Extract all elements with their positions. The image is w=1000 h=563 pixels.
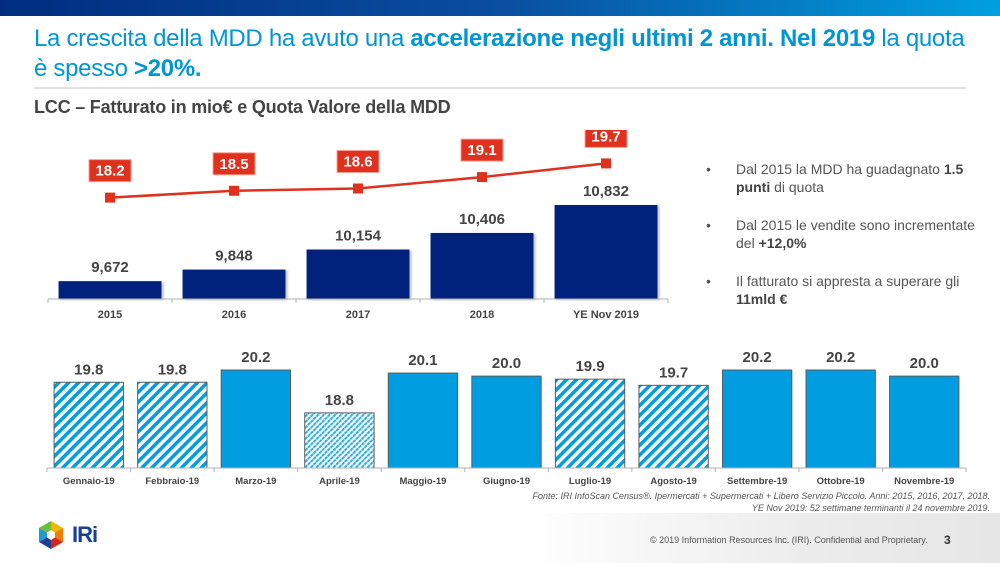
monthly-share-bar <box>304 412 375 469</box>
headline-part: La crescita della MDD ha avuto una <box>34 25 411 52</box>
monthly-share-bar <box>53 381 124 469</box>
monthly-share-bar <box>471 375 542 469</box>
insight-text: Dal 2015 la MDD ha guadagnato <box>736 161 944 177</box>
monthly-share-bar <box>889 375 960 469</box>
category-label: 2018 <box>470 309 494 321</box>
revenue-bar <box>58 281 162 299</box>
headline-part-bold: accelerazione negli ultimi 2 anni. Nel 2… <box>410 25 876 52</box>
monthly-value-label: 20.2 <box>241 349 270 366</box>
share-marker <box>477 172 487 183</box>
share-label-box <box>460 138 504 162</box>
monthly-share-bar <box>721 369 793 469</box>
monthly-share-bar <box>554 378 626 469</box>
share-label-box <box>584 130 628 148</box>
revenue-share-chart: 18.2 18.5 18.6 19.1 19.7 9,672 2015 9,848 2016 1… <box>47 130 669 321</box>
iri-logo-text: IRi <box>72 522 98 547</box>
share-value-label: 19.1 <box>467 142 496 159</box>
revenue-value-label: 10,406 <box>459 211 505 228</box>
monthly-value-label: 18.8 <box>325 392 354 409</box>
insight-item: • Il fatturato si appresta a superare gl… <box>706 272 986 308</box>
headline-part: la quota è spesso <box>34 25 965 82</box>
insight-text: di quota <box>770 179 824 195</box>
category-label: YE Nov 2019 <box>573 309 639 321</box>
page-number: 3 <box>944 533 951 547</box>
monthly-value-label: 20.2 <box>743 349 772 366</box>
monthly-value-label: 19.8 <box>74 361 103 378</box>
insight-highlight: 1.5 punti <box>736 161 964 195</box>
monthly-value-label: 20.0 <box>910 355 939 372</box>
copyright-notice: © 2019 Information Resources Inc. (IRI).… <box>650 535 928 545</box>
monthly-value-label: 20.2 <box>826 349 855 366</box>
insight-text: Il fatturato si appresta a superare gli <box>736 273 960 289</box>
monthly-share-bar <box>638 384 709 469</box>
title-divider <box>34 87 966 89</box>
share-marker <box>601 158 611 169</box>
top-accent-bar <box>0 0 1000 16</box>
category-label: 2016 <box>222 309 246 321</box>
revenue-bar <box>554 205 658 299</box>
source-line: YE Nov 2019: 52 settimane terminanti il … <box>751 503 990 513</box>
revenue-bar <box>306 249 410 299</box>
bullet-icon: • <box>706 161 711 177</box>
revenue-value-label: 10,154 <box>335 228 382 245</box>
share-marker <box>229 185 239 196</box>
insight-highlight: +12,0% <box>758 235 807 251</box>
share-value-label: 19.7 <box>591 130 620 145</box>
monthly-value-label: 19.8 <box>158 361 187 378</box>
monthly-value-label: 19.9 <box>575 358 604 375</box>
month-label: Gennaio-19 <box>63 476 115 487</box>
revenue-value-label: 9,848 <box>215 248 253 265</box>
monthly-value-label: 20.1 <box>408 352 437 369</box>
share-label-box <box>88 159 132 183</box>
month-label: Aprile-19 <box>319 476 360 487</box>
share-value-label: 18.6 <box>343 154 372 171</box>
monthly-share-bar <box>387 372 459 469</box>
insight-text: Dal 2015 le vendite sono incrementate de… <box>736 217 975 251</box>
bullet-icon: • <box>706 217 711 233</box>
month-label: Ottobre-19 <box>817 476 865 487</box>
monthly-share-bar <box>137 381 208 469</box>
monthly-share-bar <box>805 369 876 469</box>
headline-part-bold: >20%. <box>134 55 202 82</box>
iri-logo-icon <box>39 521 63 549</box>
monthly-share-bar <box>220 369 292 469</box>
month-label: Novembre-19 <box>894 476 954 487</box>
revenue-bar <box>430 232 534 299</box>
chart-subtitle: LCC – Fatturato in mio€ e Quota Valore d… <box>34 97 451 117</box>
month-label: Agosto-19 <box>650 476 696 487</box>
key-insights-list: • Dal 2015 la MDD ha guadagnato 1.5 punt… <box>706 160 986 328</box>
month-label: Settembre-19 <box>727 476 787 487</box>
monthly-value-label: 20.0 <box>492 355 521 372</box>
month-label: Luglio-19 <box>569 476 611 487</box>
month-label: Giugno-19 <box>483 476 530 487</box>
share-marker <box>353 183 363 194</box>
bullet-icon: • <box>706 273 711 289</box>
category-label: 2015 <box>98 309 122 321</box>
revenue-value-label: 9,672 <box>91 259 129 276</box>
source-note: Fonte: IRI InfoScan Census®. Ipermercati… <box>390 490 990 514</box>
monthly-share-chart: 19.8 Gennaio-19 19.8 Febbraio-19 20.2 Marzo-1… <box>46 349 967 487</box>
month-label: Febbraio-19 <box>145 476 199 487</box>
month-label: Maggio-19 <box>399 476 446 487</box>
share-marker <box>105 192 115 203</box>
month-label: Marzo-19 <box>235 476 276 487</box>
insight-item: • Dal 2015 la MDD ha guadagnato 1.5 punt… <box>706 160 986 196</box>
share-value-label: 18.5 <box>219 156 248 173</box>
footer-background <box>520 513 1000 563</box>
insight-item: • Dal 2015 le vendite sono incrementate … <box>706 216 986 252</box>
revenue-value-label: 10,832 <box>583 183 629 200</box>
category-label: 2017 <box>346 309 370 321</box>
share-label-box <box>336 150 380 173</box>
slide-headline: La crescita della MDD ha avuto una accel… <box>34 24 974 84</box>
share-label-box <box>212 152 256 176</box>
insight-highlight: 11mld € <box>736 291 788 307</box>
monthly-value-label: 19.7 <box>659 364 688 381</box>
source-line: Fonte: IRI InfoScan Census®. Ipermercati… <box>532 491 990 501</box>
revenue-bar <box>182 269 286 299</box>
share-value-label: 18.2 <box>95 163 124 180</box>
